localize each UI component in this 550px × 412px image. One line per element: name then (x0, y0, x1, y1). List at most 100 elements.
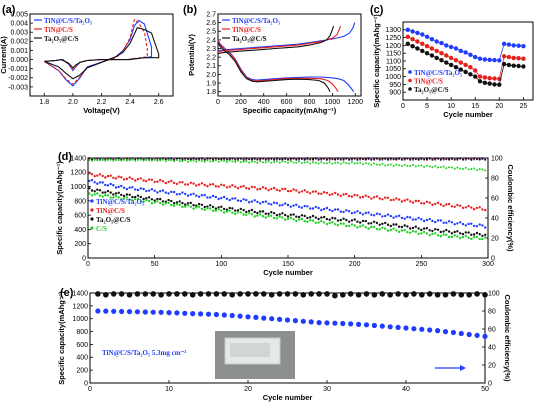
x-tick-label: 30 (323, 386, 331, 393)
y-tick-label: 2.3 (206, 46, 216, 53)
chart-panel-0: (a) 1.8 2.0 2.2 2.4 2.6 -0.003 -0.002 -0.001 0.00… (0, 4, 174, 115)
data-point (88, 187, 91, 190)
data-point (264, 187, 267, 190)
data-point (267, 202, 270, 205)
data-point (209, 207, 212, 210)
data-point (150, 202, 154, 205)
data-point (277, 316, 283, 322)
data-point (434, 55, 439, 61)
data-point (275, 214, 279, 217)
data-point (417, 199, 420, 203)
data-point (395, 197, 398, 200)
data-point (334, 208, 337, 211)
legend-marker (90, 217, 94, 221)
efficiency-point (312, 161, 314, 164)
data-point (481, 237, 484, 241)
efficiency-point (242, 158, 245, 161)
data-point (331, 216, 334, 220)
data-point (445, 221, 448, 224)
data-point (364, 211, 367, 215)
data-point (420, 218, 423, 221)
data-point (372, 220, 376, 223)
data-point (195, 194, 198, 197)
data-point (444, 43, 449, 48)
efficiency-point (192, 157, 195, 160)
data-point (478, 233, 481, 236)
efficiency-point (387, 292, 394, 298)
data-point (467, 204, 470, 208)
efficiency-point (217, 158, 220, 161)
data-point (170, 203, 173, 207)
data-point (364, 194, 367, 197)
data-point (93, 181, 96, 184)
y-tick-label: 2.5 (206, 29, 216, 36)
data-point (90, 178, 94, 182)
data-point (101, 195, 104, 198)
data-point (142, 309, 148, 315)
data-point (444, 60, 449, 65)
data-point (392, 223, 395, 226)
y-right-tick-label: 40 (488, 344, 496, 351)
efficiency-point (167, 159, 170, 161)
legend-label: TiN@C/S/Ta₂O₅ (232, 17, 280, 25)
data-point (314, 190, 317, 193)
data-point (372, 196, 376, 199)
panel-label: (d) (58, 151, 72, 163)
data-point (109, 196, 112, 199)
data-point (511, 63, 516, 68)
data-point (472, 233, 476, 236)
y-tick-label: 200 (74, 241, 86, 248)
data-point (521, 44, 526, 49)
data-point (406, 215, 409, 219)
data-point (234, 209, 237, 212)
x-tick-label: 50 (151, 261, 159, 268)
data-point (328, 193, 331, 197)
data-point (275, 217, 279, 220)
efficiency-point (93, 158, 96, 161)
data-point (345, 218, 348, 222)
data-point (125, 177, 129, 181)
data-point (342, 222, 345, 225)
data-point (311, 190, 315, 193)
data-point (410, 37, 415, 42)
data-point (247, 212, 251, 215)
efficiency-point (117, 157, 120, 160)
efficiency-point (437, 166, 439, 169)
y-axis-label: Current(A) (0, 36, 8, 74)
data-point (406, 225, 409, 228)
data-point (395, 215, 398, 218)
efficiency-point (184, 159, 187, 162)
data-point (172, 190, 176, 194)
panel-label: (e) (60, 287, 74, 299)
efficiency-point (228, 158, 231, 161)
efficiency-point (239, 157, 242, 160)
efficiency-point (250, 158, 253, 161)
data-point (178, 200, 181, 203)
data-point (314, 216, 317, 219)
data-point (170, 199, 173, 203)
efficiency-point (96, 159, 99, 162)
efficiency-point (400, 165, 403, 168)
efficiency-point (110, 291, 117, 297)
efficiency-point (442, 292, 449, 298)
data-point (484, 236, 487, 239)
data-point (429, 53, 435, 58)
efficiency-point (412, 164, 414, 166)
data-point (356, 226, 359, 229)
data-point (350, 223, 354, 226)
legend-marker (90, 208, 94, 212)
efficiency-point (384, 157, 387, 160)
data-point (278, 189, 281, 192)
efficiency-point (345, 162, 348, 165)
data-point (475, 206, 479, 210)
data-point (303, 214, 306, 218)
data-point (292, 218, 295, 221)
data-point (225, 208, 229, 211)
efficiency-point (174, 291, 180, 297)
efficiency-point (267, 157, 270, 160)
data-point (200, 194, 204, 197)
data-point (356, 321, 362, 327)
y-tick-label: 2.6 (206, 20, 216, 27)
data-point (206, 207, 209, 210)
data-point (253, 199, 256, 202)
